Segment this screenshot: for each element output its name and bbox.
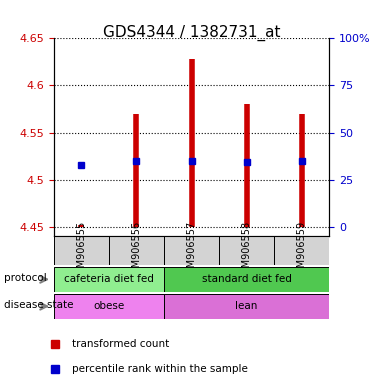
Bar — [54, 294, 164, 319]
Text: percentile rank within the sample: percentile rank within the sample — [72, 364, 248, 374]
Bar — [164, 267, 329, 292]
Text: cafeteria diet fed: cafeteria diet fed — [64, 274, 154, 285]
Text: GSM906558: GSM906558 — [242, 221, 252, 280]
Text: GSM906557: GSM906557 — [187, 221, 196, 280]
Text: standard diet fed: standard diet fed — [202, 274, 291, 285]
Text: transformed count: transformed count — [72, 339, 169, 349]
Bar — [274, 236, 329, 265]
Text: disease state: disease state — [4, 300, 73, 310]
Text: GDS4344 / 1382731_at: GDS4344 / 1382731_at — [103, 25, 280, 41]
Bar — [54, 236, 109, 265]
Bar — [219, 236, 274, 265]
Bar — [164, 294, 329, 319]
Text: GSM906556: GSM906556 — [131, 221, 141, 280]
Text: lean: lean — [236, 301, 258, 311]
Bar — [54, 267, 164, 292]
Bar — [164, 236, 219, 265]
Text: GSM906559: GSM906559 — [297, 221, 307, 280]
Text: protocol: protocol — [4, 273, 47, 283]
Text: GSM906555: GSM906555 — [76, 221, 86, 280]
Text: obese: obese — [93, 301, 124, 311]
Bar — [109, 236, 164, 265]
